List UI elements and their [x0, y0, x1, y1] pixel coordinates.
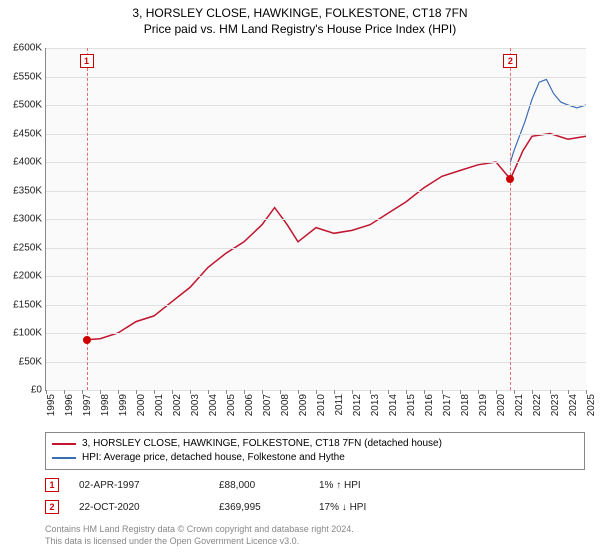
x-axis-label: 2003 [190, 394, 201, 416]
sale-price-2: £369,995 [219, 502, 299, 513]
gridline-h [46, 333, 586, 334]
legend-label-hpi: HPI: Average price, detached house, Folk… [82, 451, 345, 465]
x-axis-label: 1997 [82, 394, 93, 416]
y-axis-label: £450K [13, 128, 46, 139]
x-axis-label: 2009 [298, 394, 309, 416]
chart-title-block: 3, HORSLEY CLOSE, HAWKINGE, FOLKESTONE, … [0, 0, 600, 37]
legend: 3, HORSLEY CLOSE, HAWKINGE, FOLKESTONE, … [45, 432, 585, 470]
gridline-h [46, 219, 586, 220]
y-axis-label: £200K [13, 271, 46, 282]
x-axis-label: 2004 [208, 394, 219, 416]
attribution-line1: Contains HM Land Registry data © Crown c… [45, 524, 585, 536]
legend-label-price-paid: 3, HORSLEY CLOSE, HAWKINGE, FOLKESTONE, … [82, 437, 442, 451]
x-axis-label: 2016 [424, 394, 435, 416]
x-axis-label: 2018 [460, 394, 471, 416]
gridline-h [46, 276, 586, 277]
chart-title-line1: 3, HORSLEY CLOSE, HAWKINGE, FOLKESTONE, … [0, 6, 600, 22]
plot-area: £0£50K£100K£150K£200K£250K£300K£350K£400… [45, 48, 586, 391]
gridline-h [46, 134, 586, 135]
x-axis-label: 2012 [352, 394, 363, 416]
y-axis-label: £0 [31, 385, 46, 396]
x-axis-label: 2001 [154, 394, 165, 416]
y-axis-label: £550K [13, 71, 46, 82]
legend-row-hpi: HPI: Average price, detached house, Folk… [52, 451, 578, 465]
gridline-h [46, 162, 586, 163]
y-axis-label: £50K [19, 356, 46, 367]
x-axis-label: 2000 [136, 394, 147, 416]
x-axis-label: 2014 [388, 394, 399, 416]
sale-marker-1: 1 [45, 478, 59, 492]
y-axis-label: £600K [13, 43, 46, 54]
x-axis-label: 1998 [100, 394, 111, 416]
chart-container: 3, HORSLEY CLOSE, HAWKINGE, FOLKESTONE, … [0, 0, 600, 560]
x-axis-label: 2015 [406, 394, 417, 416]
x-axis-label: 1996 [64, 394, 75, 416]
x-axis-label: 2021 [514, 394, 525, 416]
sale-marker-dot [506, 175, 514, 183]
sale-date-1: 02-APR-1997 [79, 480, 199, 491]
sale-date-2: 22-OCT-2020 [79, 502, 199, 513]
attribution-line2: This data is licensed under the Open Gov… [45, 536, 585, 548]
sale-marker-vline [510, 48, 511, 390]
sale-marker-box: 2 [503, 54, 517, 68]
x-axis-label: 2002 [172, 394, 183, 416]
y-axis-label: £150K [13, 299, 46, 310]
x-axis-label: 2025 [586, 394, 597, 416]
x-axis-label: 2022 [532, 394, 543, 416]
x-axis-label: 2019 [478, 394, 489, 416]
sales-table: 1 02-APR-1997 £88,000 1% ↑ HPI 2 22-OCT-… [45, 474, 585, 518]
x-axis-label: 2020 [496, 394, 507, 416]
gridline-h [46, 362, 586, 363]
x-axis-label: 2005 [226, 394, 237, 416]
x-axis-label: 1995 [46, 394, 57, 416]
series-line-hpi [510, 79, 586, 162]
x-axis-label: 2008 [280, 394, 291, 416]
sale-marker-2: 2 [45, 500, 59, 514]
chart-title-line2: Price paid vs. HM Land Registry's House … [0, 22, 600, 38]
sale-pct-1: 1% ↑ HPI [319, 480, 439, 491]
gridline-h [46, 105, 586, 106]
y-axis-label: £300K [13, 214, 46, 225]
y-axis-label: £500K [13, 100, 46, 111]
y-axis-label: £250K [13, 242, 46, 253]
gridline-h [46, 48, 586, 49]
legend-swatch-price-paid [52, 443, 76, 445]
x-axis-label: 2017 [442, 394, 453, 416]
legend-row-price-paid: 3, HORSLEY CLOSE, HAWKINGE, FOLKESTONE, … [52, 437, 578, 451]
legend-swatch-hpi [52, 457, 76, 459]
x-axis-label: 2023 [550, 394, 561, 416]
x-axis-label: 2007 [262, 394, 273, 416]
sale-marker-dot [83, 336, 91, 344]
x-axis-label: 2011 [334, 394, 345, 416]
x-axis-label: 1999 [118, 394, 129, 416]
y-axis-label: £350K [13, 185, 46, 196]
sale-marker-box: 1 [80, 54, 94, 68]
sale-row-1: 1 02-APR-1997 £88,000 1% ↑ HPI [45, 474, 585, 496]
gridline-h [46, 248, 586, 249]
x-axis-label: 2013 [370, 394, 381, 416]
y-axis-label: £400K [13, 157, 46, 168]
gridline-h [46, 191, 586, 192]
sale-pct-2: 17% ↓ HPI [319, 502, 439, 513]
x-axis-label: 2010 [316, 394, 327, 416]
attribution: Contains HM Land Registry data © Crown c… [45, 524, 585, 547]
sale-row-2: 2 22-OCT-2020 £369,995 17% ↓ HPI [45, 496, 585, 518]
sale-price-1: £88,000 [219, 480, 299, 491]
x-axis-label: 2024 [568, 394, 579, 416]
x-axis-label: 2006 [244, 394, 255, 416]
gridline-h [46, 77, 586, 78]
y-axis-label: £100K [13, 328, 46, 339]
gridline-h [46, 305, 586, 306]
